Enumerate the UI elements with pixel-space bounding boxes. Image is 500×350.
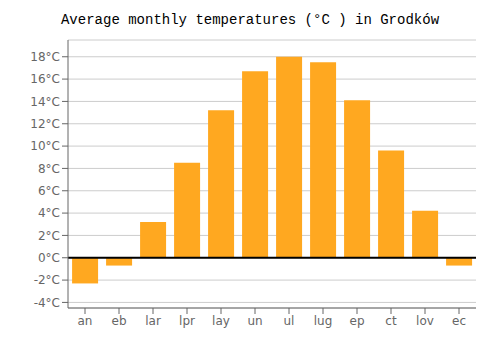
svg-text:-4°C: -4°C <box>34 296 60 310</box>
svg-text:14°C: 14°C <box>30 95 60 109</box>
svg-text:lpr: lpr <box>179 314 195 328</box>
svg-text:2°C: 2°C <box>38 229 60 243</box>
html-text:Average monthly temperatures (: Average monthly temperatures (°C ) in Gr… <box>61 12 439 28</box>
svg-text:ul: ul <box>284 314 295 328</box>
svg-text:ct: ct <box>385 314 397 328</box>
svg-text:ec: ec <box>452 314 466 328</box>
svg-text:an: an <box>78 314 93 328</box>
svg-text:ep: ep <box>350 314 365 328</box>
svg-text:16°C: 16°C <box>30 72 60 86</box>
svg-text:eb: eb <box>112 314 127 328</box>
svg-text:18°C: 18°C <box>30 50 60 64</box>
svg-text:lov: lov <box>416 314 434 328</box>
svg-text:lug: lug <box>314 314 333 328</box>
svg-text:0°C: 0°C <box>38 251 60 265</box>
svg-text:4°C: 4°C <box>38 206 60 220</box>
svg-text:8°C: 8°C <box>38 162 60 176</box>
svg-text:lar: lar <box>145 314 161 328</box>
svg-text:lay: lay <box>212 314 230 328</box>
svg-text:12°C: 12°C <box>30 117 60 131</box>
svg-text:un: un <box>247 314 262 328</box>
svg-text:10°C: 10°C <box>30 139 60 153</box>
svg-text:-2°C: -2°C <box>34 273 60 287</box>
svg-text:6°C: 6°C <box>38 184 60 198</box>
